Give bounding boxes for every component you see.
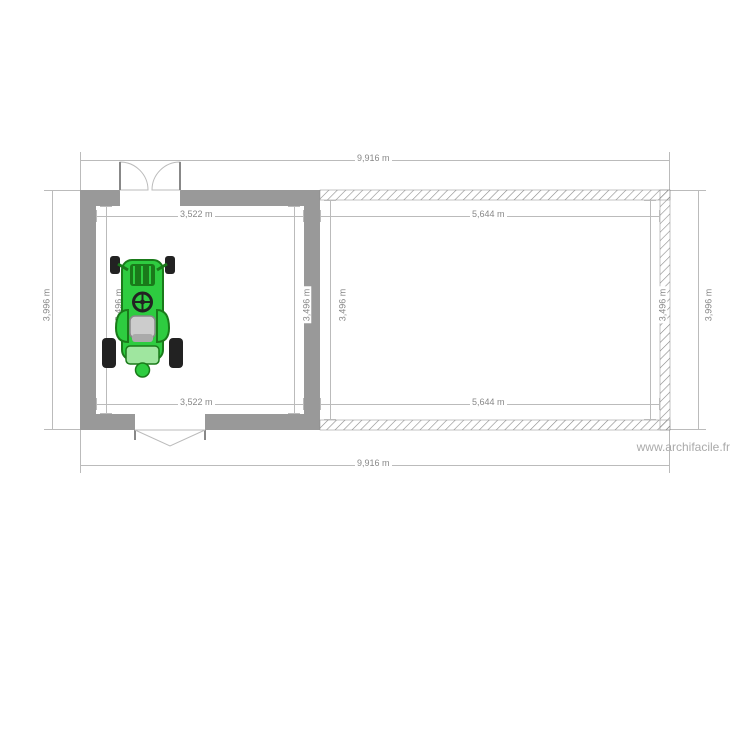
dim-inner-tr-label: 5,644 m [470, 209, 507, 219]
door-bottom-swing-icon [135, 428, 205, 450]
tick [320, 398, 321, 410]
floorplan-stage: 9,916 m 9,916 m 3,996 m 3,996 m [0, 0, 750, 750]
tick [324, 419, 336, 420]
watermark-text: www.archifacile.fr [637, 440, 730, 454]
tick [303, 210, 304, 222]
dim-bot-outer-label: 9,916 m [355, 458, 392, 468]
tick [644, 200, 656, 201]
dim-right-outer-label: 3,996 m [703, 287, 713, 324]
dim-left-outer-label: 3,996 m [41, 287, 51, 324]
dim-right-tick-b [670, 429, 706, 430]
dim-inner-h-mid-line [330, 200, 331, 420]
tick [320, 210, 321, 222]
tick [96, 210, 97, 222]
tick [100, 413, 112, 414]
wall-left-left [80, 190, 96, 430]
tick [96, 398, 97, 410]
dim-top-tick-l [80, 152, 81, 190]
tractor-icon [100, 250, 185, 380]
dim-right-outer-line [698, 190, 699, 430]
wall-left-top [80, 190, 320, 206]
dim-bot-tick-l [80, 430, 81, 473]
door-top-opening [120, 190, 180, 206]
dim-inner-br-label: 5,644 m [470, 397, 507, 407]
tick [324, 200, 336, 201]
dim-inner-h-right-line [650, 200, 651, 420]
dim-inner-h-right-label: 3,496 m [657, 287, 667, 324]
tick [288, 206, 300, 207]
dim-left-tick-t [44, 190, 80, 191]
dim-left-outer-line [52, 190, 53, 430]
dim-top-outer-label: 9,916 m [355, 153, 392, 163]
dim-left-tick-b [44, 429, 80, 430]
tick [100, 206, 112, 207]
dim-top-tick-r [669, 152, 670, 190]
tick [659, 398, 660, 410]
right-room-hatched-walls [320, 190, 670, 430]
tick [659, 210, 660, 222]
tick [644, 419, 656, 420]
dim-inner-tl-label: 3,522 m [178, 209, 215, 219]
dim-inner-h-left2-label: 3,496 m [301, 287, 311, 324]
door-top-swing-icon [120, 160, 180, 192]
dim-inner-h-left2-line [294, 206, 295, 414]
tick [303, 398, 304, 410]
dim-right-tick-t [670, 190, 706, 191]
dim-inner-h-mid-label: 3,496 m [337, 287, 347, 324]
dim-inner-bl-label: 3,522 m [178, 397, 215, 407]
tick [288, 413, 300, 414]
